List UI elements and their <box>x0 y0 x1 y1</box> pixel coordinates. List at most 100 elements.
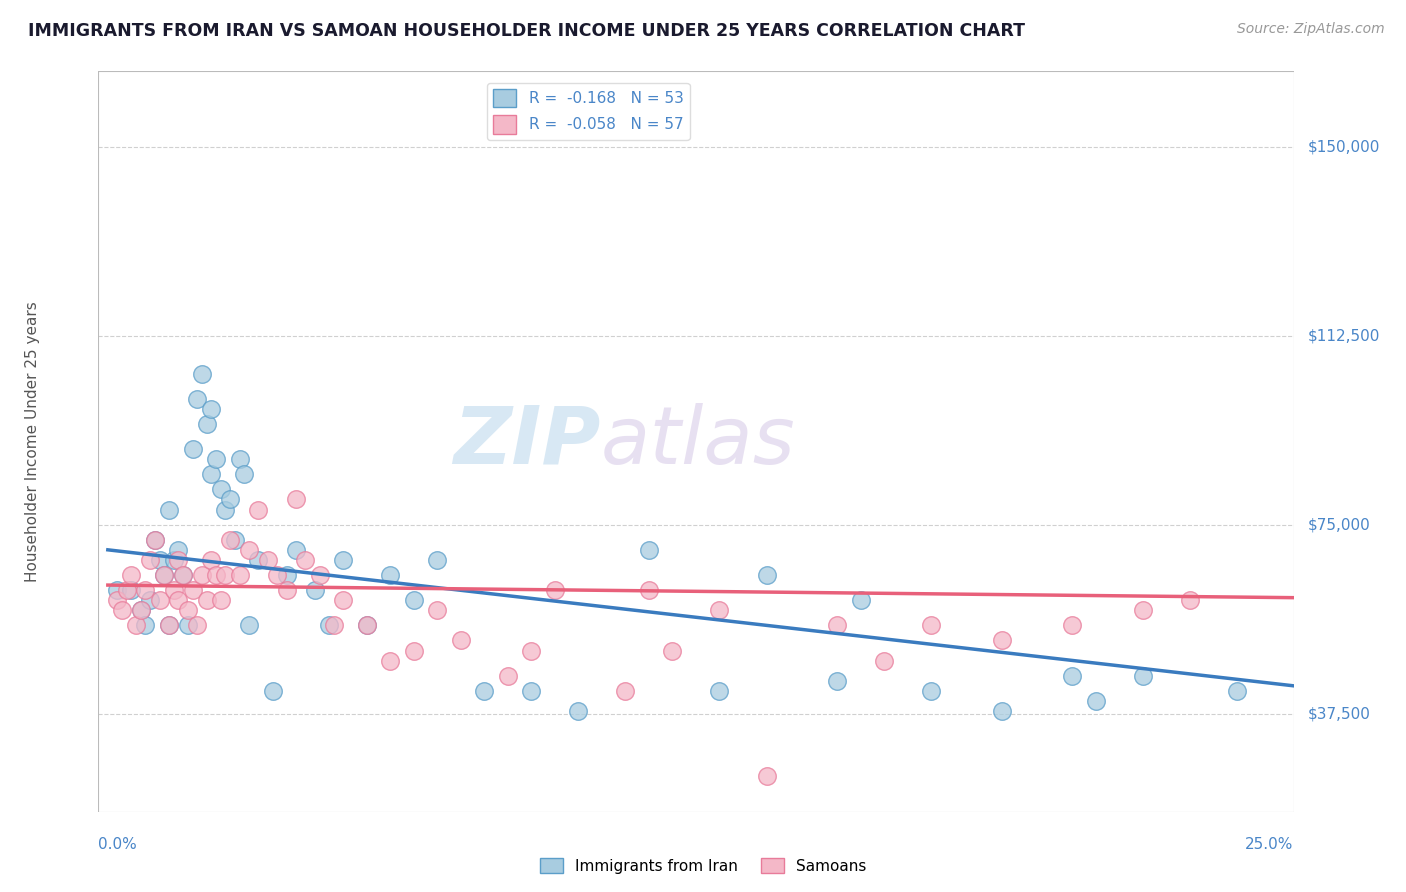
Legend: R =  -0.168   N = 53, R =  -0.058   N = 57: R = -0.168 N = 53, R = -0.058 N = 57 <box>488 83 689 140</box>
Point <box>177 603 200 617</box>
Point <box>1062 669 1084 683</box>
Point <box>163 553 186 567</box>
Point <box>186 618 208 632</box>
Point <box>157 502 180 516</box>
Point <box>153 568 176 582</box>
Point <box>120 583 142 598</box>
Point <box>1062 618 1084 632</box>
Point <box>356 618 378 632</box>
Text: $37,500: $37,500 <box>1308 706 1371 721</box>
Point <box>614 683 637 698</box>
Point <box>755 769 778 783</box>
Point <box>322 618 344 632</box>
Point <box>1178 593 1201 607</box>
Point <box>247 502 270 516</box>
Text: Source: ZipAtlas.com: Source: ZipAtlas.com <box>1237 22 1385 37</box>
Point <box>177 618 200 632</box>
Point <box>111 603 134 617</box>
Point <box>191 568 214 582</box>
Point <box>755 568 778 582</box>
Point <box>402 593 425 607</box>
Point <box>285 492 308 507</box>
Point <box>991 633 1014 648</box>
Text: atlas: atlas <box>600 402 796 481</box>
Point <box>115 583 138 598</box>
Point <box>294 553 316 567</box>
Point <box>200 467 222 482</box>
Text: 25.0%: 25.0% <box>1246 837 1294 852</box>
Point <box>129 603 152 617</box>
Point <box>238 542 260 557</box>
Point <box>520 643 543 657</box>
Point <box>661 643 683 657</box>
Point <box>205 568 228 582</box>
Point <box>276 583 298 598</box>
Point <box>378 654 401 668</box>
Point <box>105 593 128 607</box>
Point <box>825 673 848 688</box>
Point <box>149 593 172 607</box>
Point <box>920 683 942 698</box>
Point <box>1132 603 1154 617</box>
Point <box>224 533 246 547</box>
Point <box>544 583 567 598</box>
Point <box>228 568 250 582</box>
Text: ZIP: ZIP <box>453 402 600 481</box>
Point <box>247 553 270 567</box>
Legend: Immigrants from Iran, Samoans: Immigrants from Iran, Samoans <box>534 852 872 880</box>
Point <box>139 593 162 607</box>
Point <box>172 568 194 582</box>
Point <box>153 568 176 582</box>
Point <box>139 553 162 567</box>
Point <box>304 583 326 598</box>
Text: IMMIGRANTS FROM IRAN VS SAMOAN HOUSEHOLDER INCOME UNDER 25 YEARS CORRELATION CHA: IMMIGRANTS FROM IRAN VS SAMOAN HOUSEHOLD… <box>28 22 1025 40</box>
Point <box>134 618 156 632</box>
Point <box>285 542 308 557</box>
Point <box>402 643 425 657</box>
Point <box>134 583 156 598</box>
Point <box>167 553 190 567</box>
Point <box>266 568 288 582</box>
Point <box>318 618 340 632</box>
Point <box>849 593 872 607</box>
Point <box>332 593 354 607</box>
Point <box>472 683 495 698</box>
Point <box>214 568 236 582</box>
Point <box>1084 694 1107 708</box>
Point <box>157 618 180 632</box>
Point <box>172 568 194 582</box>
Text: $75,000: $75,000 <box>1308 517 1371 533</box>
Point <box>105 583 128 598</box>
Text: $150,000: $150,000 <box>1308 139 1381 154</box>
Point <box>262 683 284 698</box>
Point <box>638 583 661 598</box>
Point <box>163 583 186 598</box>
Point <box>167 593 190 607</box>
Point <box>1132 669 1154 683</box>
Text: 0.0%: 0.0% <box>98 837 138 852</box>
Point <box>219 492 242 507</box>
Point <box>125 618 148 632</box>
Point <box>378 568 401 582</box>
Point <box>181 442 204 456</box>
Point <box>143 533 166 547</box>
Point <box>1226 683 1249 698</box>
Point <box>149 553 172 567</box>
Point <box>450 633 472 648</box>
Point <box>356 618 378 632</box>
Point <box>496 669 519 683</box>
Point <box>228 452 250 467</box>
Point <box>167 542 190 557</box>
Point <box>520 683 543 698</box>
Point <box>426 603 449 617</box>
Point <box>200 401 222 416</box>
Point <box>181 583 204 598</box>
Point <box>920 618 942 632</box>
Point <box>191 367 214 381</box>
Point <box>825 618 848 632</box>
Point <box>638 542 661 557</box>
Point <box>214 502 236 516</box>
Point <box>129 603 152 617</box>
Point <box>276 568 298 582</box>
Point <box>219 533 242 547</box>
